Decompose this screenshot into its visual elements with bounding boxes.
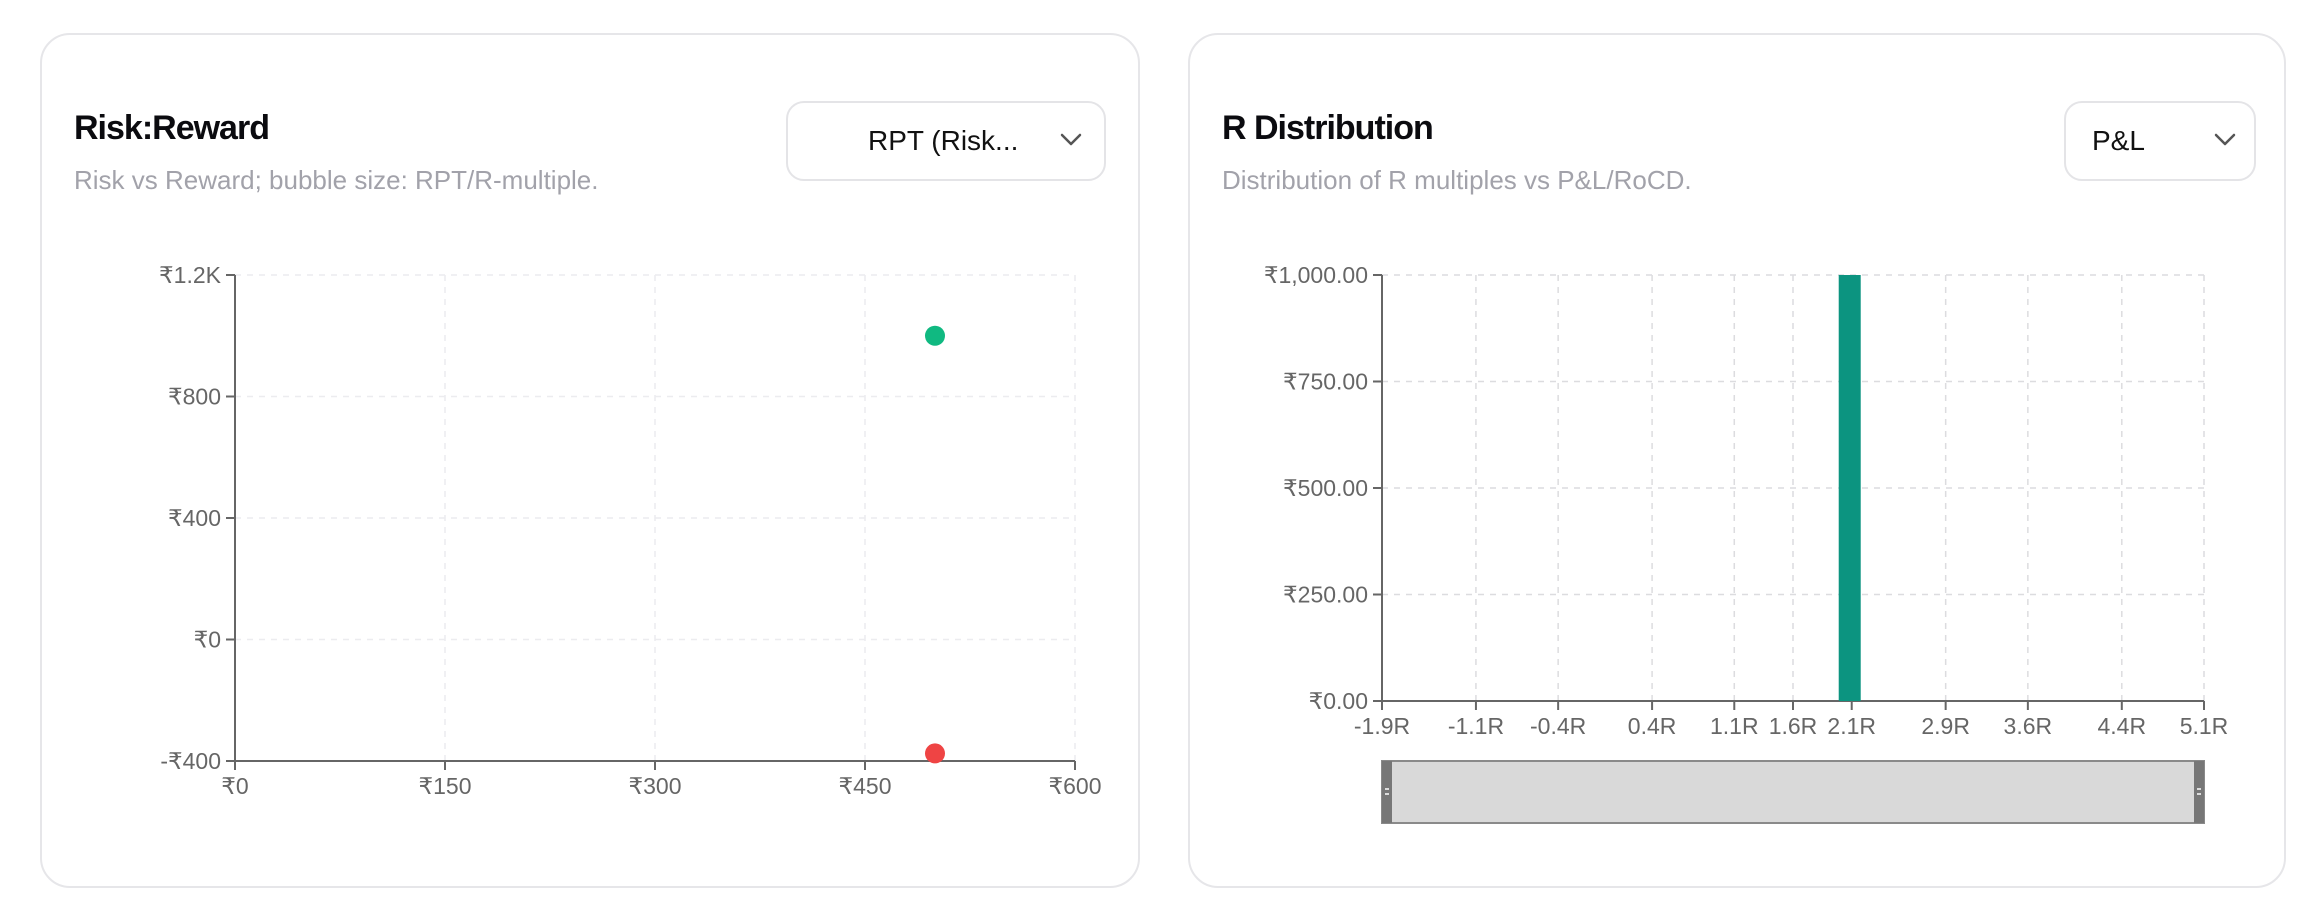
x-tick-label: ₹150: [418, 773, 471, 799]
card-title: Risk:Reward: [74, 109, 270, 147]
risk-reward-card: Risk:Reward Risk vs Reward; bubble size:…: [40, 33, 1140, 888]
x-tick-label: 3.6R: [2004, 713, 2053, 739]
card-title: R Distribution: [1222, 109, 1434, 147]
select-value: RPT (Risk...: [868, 125, 1019, 156]
brush-handle-right[interactable]: [2194, 761, 2204, 823]
r-distribution-card: R Distribution Distribution of R multipl…: [1188, 33, 2286, 888]
y-tick-label: ₹400: [168, 505, 221, 531]
grid-lines: [1382, 274, 2205, 701]
x-tick-label: 1.1R: [1710, 713, 1759, 739]
bubble-size-select[interactable]: RPT (Risk...: [786, 101, 1106, 181]
chevron-down-icon: [2214, 133, 2236, 146]
y-tick-label: ₹800: [168, 384, 221, 410]
x-tick-label: ₹600: [1048, 773, 1101, 799]
x-tick-label: -1.1R: [1448, 713, 1504, 739]
card-subtitle: Risk vs Reward; bubble size: RPT/R-multi…: [74, 165, 599, 195]
histogram-bar: [1838, 275, 1861, 701]
x-tick-label: 1.6R: [1769, 713, 1818, 739]
y-tick-label: ₹500.00: [1283, 475, 1368, 501]
y-tick-label: ₹1,000.00: [1264, 262, 1368, 288]
y-tick-label: ₹750.00: [1283, 369, 1368, 395]
y-tick-label: ₹1.2K: [159, 262, 222, 288]
x-tick-label: -1.9R: [1354, 713, 1410, 739]
range-brush[interactable]: [1381, 760, 2205, 824]
grid-lines: [235, 274, 1076, 761]
x-tick-label: 2.1R: [1827, 713, 1876, 739]
x-tick-label: 2.9R: [1921, 713, 1970, 739]
y-tick-label: ₹250.00: [1283, 582, 1368, 608]
card-subtitle: Distribution of R multiples vs P&L/RoCD.: [1222, 165, 1692, 195]
r-distribution-bar-chart: ₹1,000.00 ₹750.00 ₹500.00 ₹250.00 ₹0.00-1.9R…: [1264, 262, 2229, 824]
x-tick-label: 4.4R: [2098, 713, 2147, 739]
brush-handle-left[interactable]: [1382, 761, 1392, 823]
x-tick-label: 0.4R: [1628, 713, 1677, 739]
metric-select[interactable]: P&L: [2064, 101, 2256, 181]
x-tick-label: -0.4R: [1530, 713, 1586, 739]
y-tick-label: ₹0: [194, 627, 221, 653]
x-tick-label: ₹0: [221, 773, 248, 799]
x-tick-label: ₹450: [838, 773, 891, 799]
chevron-down-icon: [1060, 133, 1082, 146]
y-tick-label: -₹400: [160, 748, 221, 774]
scatter-point: [925, 743, 945, 764]
x-tick-label: 5.1R: [2180, 713, 2229, 739]
scatter-point: [925, 325, 945, 346]
y-tick-label: ₹0.00: [1309, 688, 1368, 714]
risk-reward-scatter-chart: ₹1.2K₹800₹400₹0-₹400₹0 ₹150 ₹300 ₹450 ₹600: [159, 262, 1101, 799]
select-value: P&L: [2092, 125, 2145, 156]
x-tick-label: ₹300: [628, 773, 681, 799]
brush-track[interactable]: [1381, 760, 2205, 824]
